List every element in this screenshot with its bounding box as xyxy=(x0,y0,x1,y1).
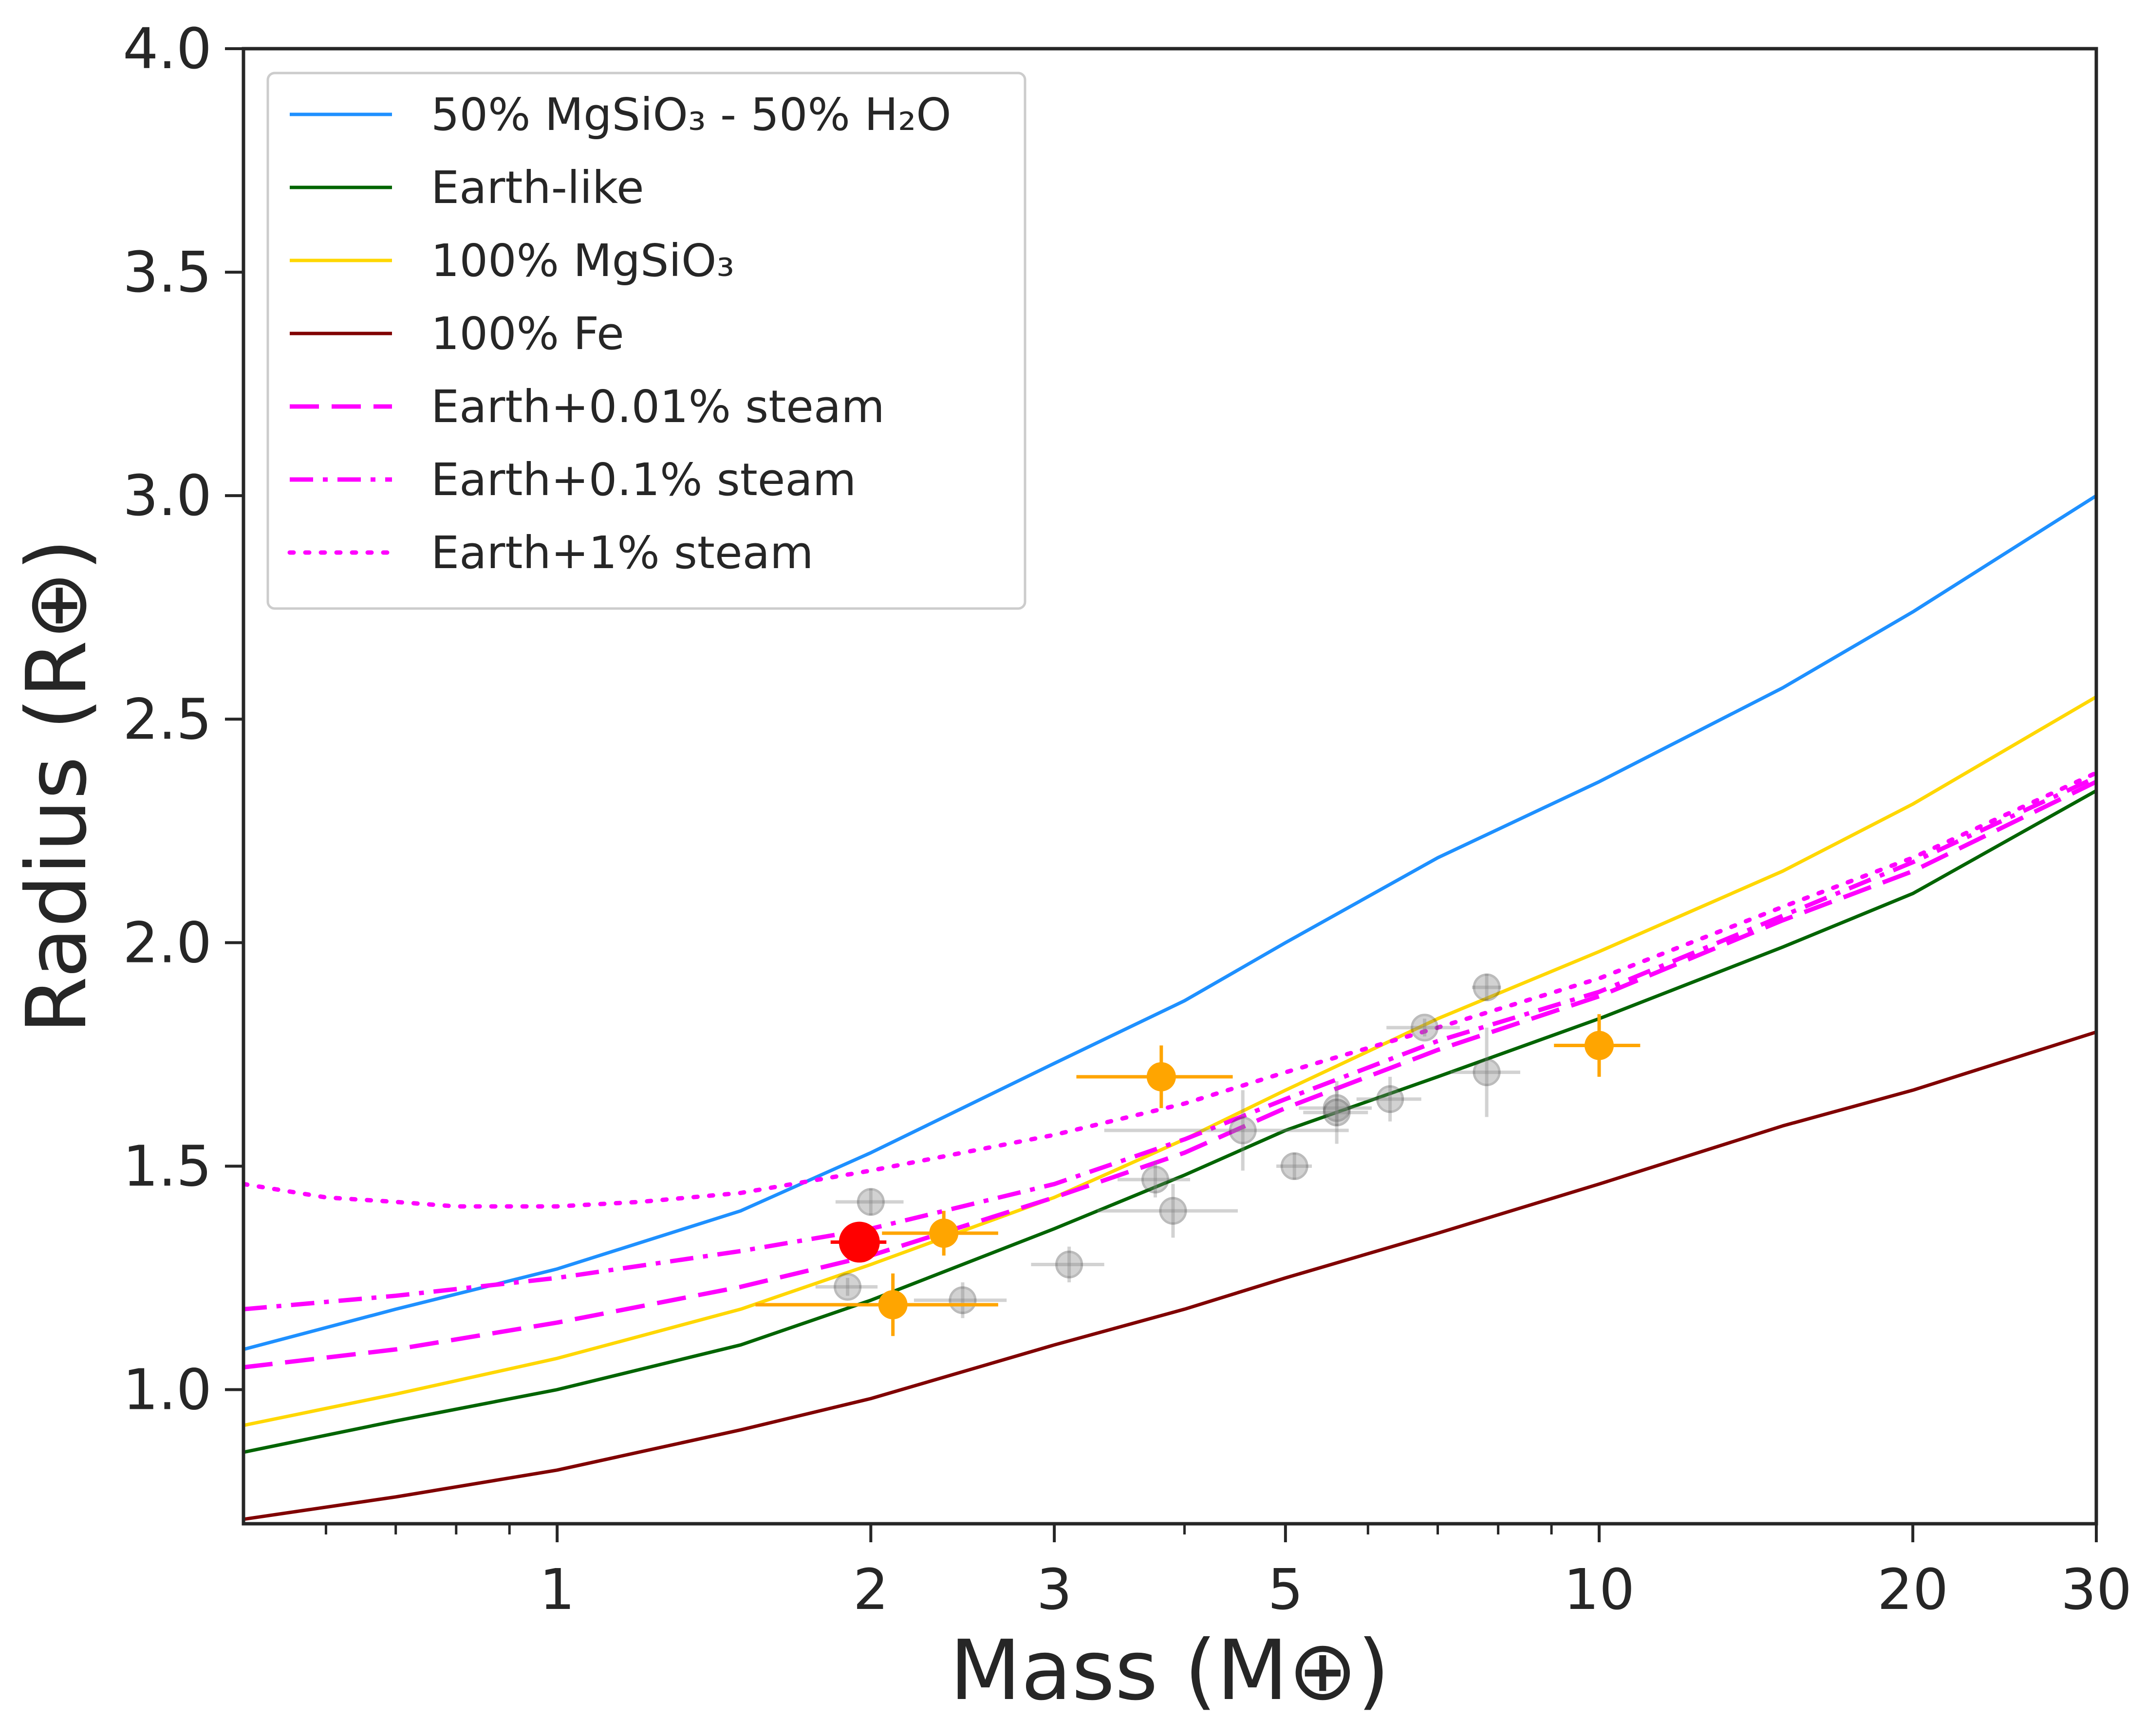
legend-label: Earth+0.01% steam xyxy=(431,381,885,433)
data-point-literature xyxy=(1299,1090,1372,1126)
data-point-highlighted xyxy=(1076,1045,1233,1108)
legend-label: 100% Fe xyxy=(431,308,624,360)
series-line-50-mgsio-50-h-o xyxy=(243,494,2096,1351)
x-tick-label: 5 xyxy=(1268,1557,1303,1623)
point-marker xyxy=(857,1188,885,1216)
data-point-literature xyxy=(1450,1027,1520,1117)
point-marker xyxy=(1229,1116,1257,1145)
data-point-literature xyxy=(1276,1152,1312,1180)
data-point-literature xyxy=(1031,1246,1104,1283)
point-marker xyxy=(1146,1062,1176,1091)
point-marker xyxy=(1055,1250,1083,1278)
y-axis-label: Radius (R⊕) xyxy=(9,538,105,1034)
y-tick-label: 1.5 xyxy=(123,1134,212,1199)
legend-label: Earth+0.1% steam xyxy=(431,454,856,506)
y-tick-label: 2.5 xyxy=(123,687,212,752)
legend-item-earth-0-01-steam: Earth+0.01% steam xyxy=(290,381,885,433)
series-lines xyxy=(243,494,2096,1521)
series-line-100-fe xyxy=(243,1030,2096,1521)
point-marker xyxy=(1376,1085,1404,1113)
axis-ticks: 1 2 3 5 10 20 30 1.0 1.5 2.0 2.5 3.0 3.5 4.0 xyxy=(123,17,2132,1623)
legend-item-100-fe: 100% Fe xyxy=(290,308,624,360)
data-point-literature xyxy=(1118,1162,1191,1198)
x-tick-label: 3 xyxy=(1037,1557,1072,1623)
legend-item-100-mgsio: 100% MgSiO₃ xyxy=(290,235,734,287)
legend: 50% MgSiO₃ - 50% H₂O Earth-like 100% MgSiO… xyxy=(266,72,1026,610)
point-marker xyxy=(949,1286,977,1314)
point-marker xyxy=(839,1221,880,1263)
data-point-literature xyxy=(835,1188,904,1216)
data-point-literature xyxy=(1097,1184,1238,1238)
x-tick-label: 1 xyxy=(540,1557,575,1623)
series-line-earth-like xyxy=(243,789,2096,1454)
point-marker xyxy=(1323,1094,1351,1122)
legend-item-earth-like: Earth-like xyxy=(290,162,644,214)
y-tick-label: 3.0 xyxy=(123,463,212,529)
data-point-literature xyxy=(1303,1081,1368,1144)
y-tick-label: 1.0 xyxy=(123,1358,212,1423)
point-marker xyxy=(1585,1031,1614,1060)
legend-frame xyxy=(266,72,1026,610)
point-marker xyxy=(1473,1058,1501,1087)
data-point-literature xyxy=(1356,1076,1421,1122)
point-marker xyxy=(929,1219,959,1248)
legend-label: 50% MgSiO₃ - 50% H₂O xyxy=(431,89,951,141)
point-marker xyxy=(834,1273,862,1301)
point-marker xyxy=(1323,1098,1351,1127)
data-point-highlighted xyxy=(882,1211,998,1256)
legend-label: Earth+1% steam xyxy=(431,527,814,579)
data-point-target xyxy=(830,1221,887,1263)
data-point-highlighted xyxy=(1554,1014,1641,1077)
point-marker xyxy=(1159,1197,1187,1225)
y-tick-label: 4.0 xyxy=(123,17,212,82)
data-point-literature xyxy=(815,1273,878,1301)
x-tick-label: 2 xyxy=(853,1557,889,1623)
series-line-earth-1-steam xyxy=(243,771,2096,1209)
point-marker xyxy=(1473,973,1501,1001)
y-tick-label: 3.5 xyxy=(123,240,212,305)
series-line-earth-0-01-steam xyxy=(243,779,2096,1370)
legend-label: 100% MgSiO₃ xyxy=(431,235,734,287)
data-point-literature xyxy=(914,1282,1007,1318)
point-marker xyxy=(1411,1014,1439,1042)
y-tick-label: 2.0 xyxy=(123,910,212,976)
legend-item-earth-0-1-steam: Earth+0.1% steam xyxy=(290,454,856,506)
point-marker xyxy=(1141,1165,1170,1194)
data-point-literature xyxy=(1104,1090,1349,1171)
data-point-literature xyxy=(1472,973,1501,1001)
series-line-earth-0-1-steam xyxy=(243,775,2096,1311)
x-tick-label: 30 xyxy=(2061,1557,2132,1623)
point-marker xyxy=(878,1290,908,1320)
legend-item-earth-1-steam: Earth+1% steam xyxy=(287,527,814,579)
plot-frame xyxy=(242,47,2098,1526)
data-point-literature xyxy=(1386,1014,1460,1042)
x-tick-label: 10 xyxy=(1564,1557,1635,1623)
point-marker xyxy=(1280,1152,1308,1180)
x-axis-label: Mass (M⊕) xyxy=(950,1623,1390,1719)
data-points xyxy=(755,973,1641,1336)
x-tick-label: 20 xyxy=(1877,1557,1948,1623)
legend-label: Earth-like xyxy=(431,162,644,214)
data-point-highlighted xyxy=(755,1273,998,1336)
legend-item-50-mgsio-50-h-o: 50% MgSiO₃ - 50% H₂O xyxy=(290,89,951,141)
